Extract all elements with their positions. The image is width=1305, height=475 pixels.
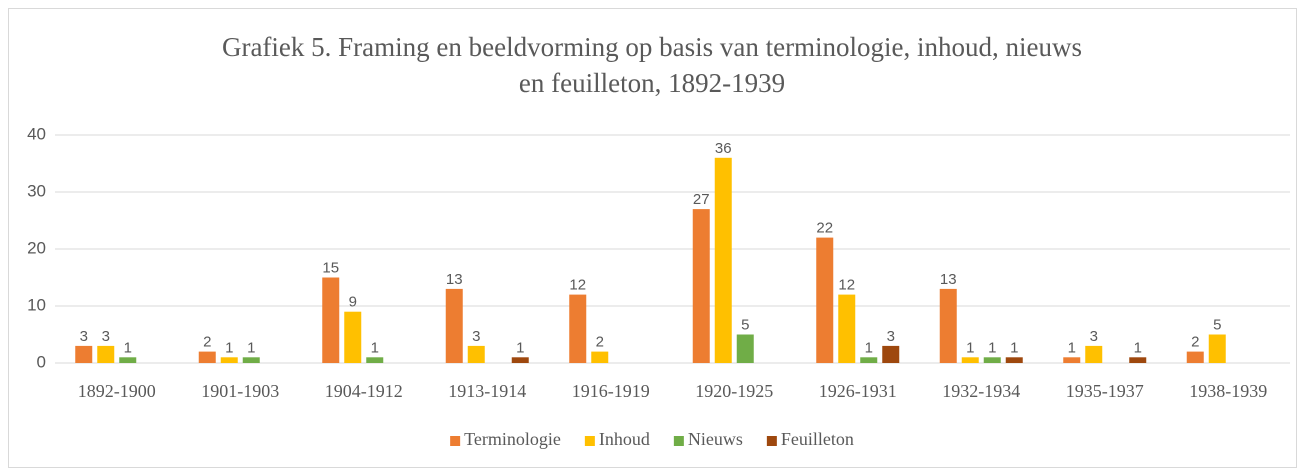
bar — [344, 311, 362, 363]
bar — [220, 357, 238, 363]
bar — [692, 209, 710, 363]
bar — [1005, 357, 1023, 363]
bar — [736, 334, 754, 363]
data-label: 1 — [1134, 339, 1142, 356]
legend-swatch — [450, 436, 461, 446]
bar — [816, 237, 834, 363]
bar — [119, 357, 137, 363]
bar — [511, 357, 529, 363]
data-label: 1 — [865, 339, 873, 356]
y-tick-label: 10 — [27, 295, 46, 314]
bar — [1085, 345, 1103, 363]
x-tick-label: 1935-1937 — [1066, 381, 1144, 401]
data-label: 1 — [516, 339, 524, 356]
bar — [1129, 357, 1147, 363]
bar — [591, 351, 609, 363]
bar — [939, 288, 957, 363]
bar — [838, 294, 856, 363]
x-tick-label: 1926-1931 — [819, 381, 897, 401]
data-label: 13 — [446, 271, 463, 288]
bar — [1063, 357, 1081, 363]
bar — [445, 288, 463, 363]
x-tick-label: 1904-1912 — [325, 381, 403, 401]
y-tick-label: 0 — [37, 352, 46, 371]
data-label: 9 — [349, 294, 357, 311]
bar — [983, 357, 1001, 363]
bar — [569, 294, 587, 363]
bar — [366, 357, 384, 363]
legend-swatch — [766, 436, 777, 446]
bar — [242, 357, 260, 363]
data-label: 1 — [1010, 339, 1018, 356]
data-label: 13 — [940, 271, 957, 288]
data-label: 2 — [1191, 334, 1199, 351]
data-label: 5 — [741, 316, 749, 333]
data-label: 3 — [102, 328, 110, 345]
data-label: 1 — [247, 339, 255, 356]
legend-label: Feuilleton — [781, 429, 854, 449]
bar — [97, 345, 115, 363]
data-label: 3 — [472, 328, 480, 345]
chart-title: Grafiek 5. Framing en beeldvorming op ba… — [222, 32, 1082, 62]
x-tick-label: 1913-1914 — [448, 381, 526, 401]
data-label: 12 — [569, 277, 586, 294]
data-label: 1 — [225, 339, 233, 356]
data-label: 15 — [322, 259, 339, 276]
bar — [860, 357, 878, 363]
legend-swatch — [584, 436, 595, 446]
y-tick-label: 20 — [27, 238, 46, 257]
data-label: 12 — [838, 277, 855, 294]
x-tick-label: 1938-1939 — [1189, 381, 1267, 401]
data-label: 22 — [816, 220, 833, 237]
legend-label: Terminologie — [464, 429, 561, 449]
data-label: 36 — [715, 140, 732, 157]
bar — [882, 345, 900, 363]
bar — [1186, 351, 1204, 363]
bar — [75, 345, 93, 363]
x-tick-label: 1901-1903 — [201, 381, 279, 401]
x-tick-label: 1916-1919 — [572, 381, 650, 401]
legend-label: Nieuws — [688, 429, 743, 449]
bar — [198, 351, 216, 363]
legend-swatch — [673, 436, 684, 446]
bar — [467, 345, 485, 363]
x-tick-label: 1892-1900 — [78, 381, 156, 401]
x-tick-label: 1920-1925 — [695, 381, 773, 401]
data-label: 3 — [887, 328, 895, 345]
data-label: 1 — [371, 339, 379, 356]
data-label: 2 — [596, 334, 604, 351]
chart-title: en feuilleton, 1892-1939 — [519, 68, 785, 98]
bar — [961, 357, 979, 363]
y-tick-label: 30 — [27, 181, 46, 200]
x-tick-label: 1932-1934 — [942, 381, 1020, 401]
y-tick-label: 40 — [27, 124, 46, 143]
data-label: 1 — [124, 339, 132, 356]
bar — [714, 157, 732, 363]
chart-frame — [8, 8, 1297, 468]
data-label: 5 — [1213, 316, 1221, 333]
data-label: 27 — [693, 191, 710, 208]
bar — [1208, 334, 1226, 363]
data-label: 2 — [203, 334, 211, 351]
data-label: 1 — [966, 339, 974, 356]
data-label: 1 — [1068, 339, 1076, 356]
data-label: 3 — [1090, 328, 1098, 345]
data-label: 1 — [988, 339, 996, 356]
data-label: 3 — [80, 328, 88, 345]
bar — [322, 277, 340, 363]
legend-label: Inhoud — [599, 429, 650, 449]
